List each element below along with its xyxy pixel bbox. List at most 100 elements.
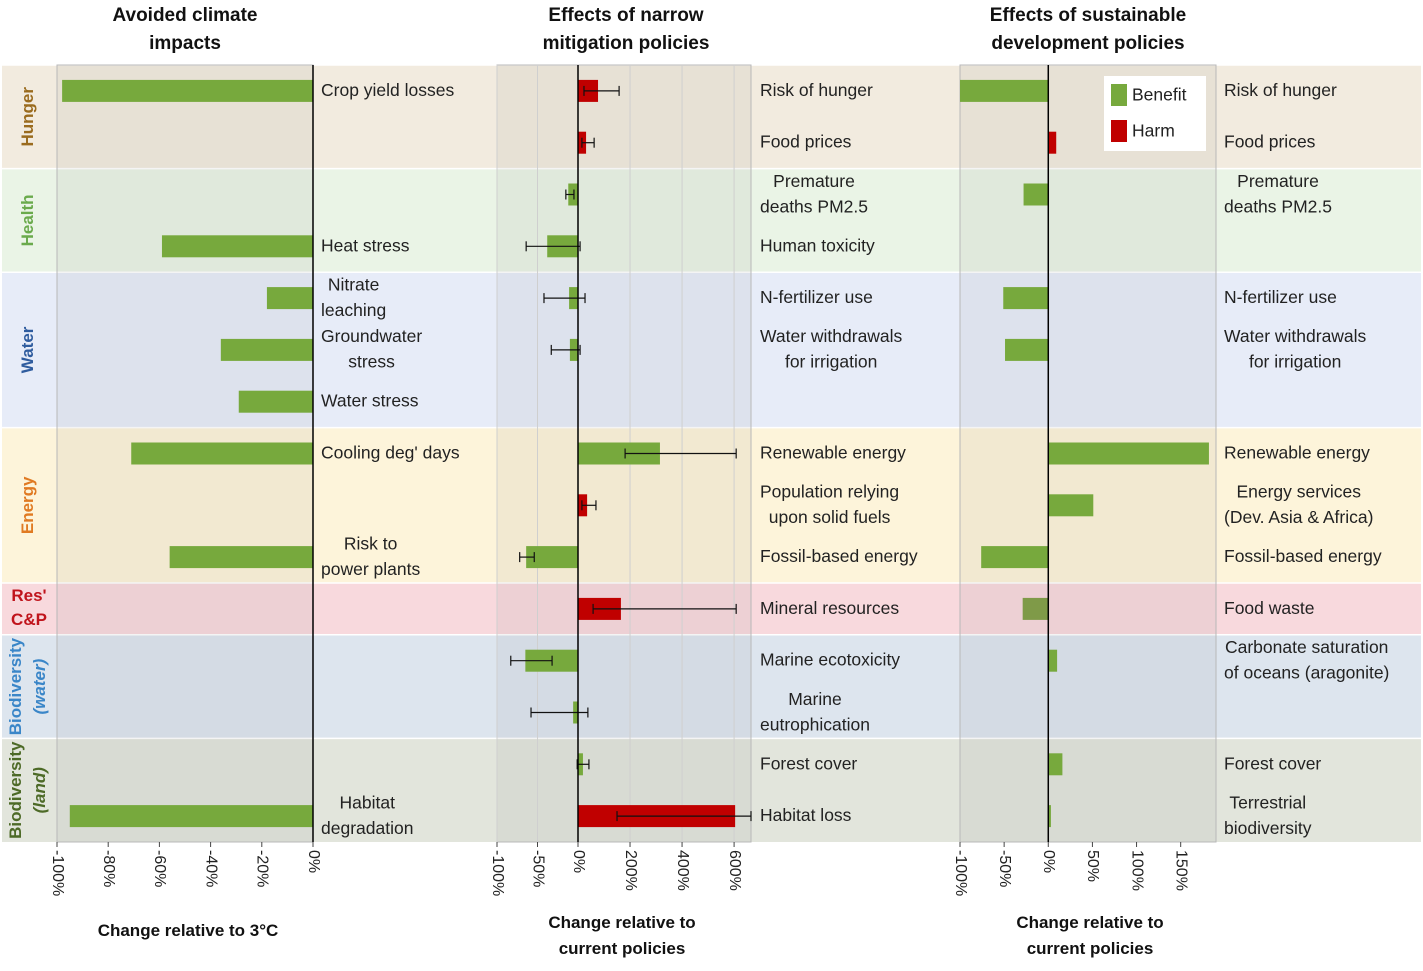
row-label: N-fertilizer use — [760, 287, 873, 307]
panel-title: Avoided climate impacts — [112, 5, 257, 54]
row-label: Habitat loss — [760, 805, 852, 825]
error-bar — [581, 137, 595, 148]
group-label: Res' C&P — [11, 586, 47, 629]
error-bar — [525, 241, 581, 252]
group-band — [2, 634, 1421, 739]
x-tick-label: -100% — [49, 850, 66, 896]
row-label: Risk to power plants — [321, 533, 420, 579]
x-tick-label: 100% — [1128, 850, 1145, 891]
x-tick-label: -100% — [489, 850, 506, 896]
legend-swatch — [1111, 84, 1127, 106]
row-label: Marine eutrophication — [760, 688, 870, 734]
bar — [526, 546, 578, 569]
group-label: Energy — [18, 476, 37, 534]
row-label: Human toxicity — [760, 235, 875, 255]
x-tick-label: 0% — [305, 850, 322, 873]
bar — [578, 442, 660, 465]
error-bar — [576, 759, 590, 770]
row-label: Food prices — [760, 131, 852, 151]
row-label: Habitat degradation — [321, 792, 413, 838]
bar — [960, 79, 1049, 102]
bar — [1022, 597, 1049, 620]
bar — [238, 390, 313, 413]
bar — [1048, 753, 1063, 776]
error-bar — [616, 811, 752, 822]
x-tick-label: -50% — [529, 850, 546, 887]
x-tick-label: 0% — [1040, 850, 1057, 873]
row-label: Groundwater stress — [321, 326, 422, 372]
legend-label: Harm — [1132, 121, 1175, 141]
error-bar — [519, 552, 535, 563]
bar — [266, 287, 313, 310]
error-bar — [510, 655, 553, 666]
bar — [62, 79, 314, 102]
row-label: N-fertilizer use — [1224, 287, 1337, 307]
error-bar — [592, 603, 737, 614]
error-bar — [581, 500, 597, 511]
x-tick-label: 200% — [622, 850, 639, 891]
x-tick-label: -20% — [254, 850, 271, 887]
row-label: Forest cover — [1224, 753, 1321, 773]
row-label: Water stress — [321, 390, 419, 410]
bar — [1048, 442, 1209, 465]
row-label: Carbonate saturation of oceans (aragonite… — [1224, 637, 1389, 683]
row-label: Food prices — [1224, 131, 1316, 151]
group-label: Biodiversity (water) — [6, 637, 49, 735]
x-tick-label: -80% — [100, 850, 117, 887]
x-tick-label: -100% — [952, 850, 969, 896]
row-label: Food waste — [1224, 598, 1314, 618]
row-label: Marine ecotoxicity — [760, 649, 900, 669]
row-label: Population relying upon solid fuels — [760, 481, 899, 527]
row-label: Water withdrawals for irrigation — [1224, 326, 1367, 372]
row-label: Nitrate leaching — [321, 274, 386, 320]
row-label: Renewable energy — [1224, 442, 1370, 462]
bar — [161, 235, 313, 258]
x-tick-label: -60% — [151, 850, 168, 887]
group-label: Health — [18, 194, 37, 246]
bar — [131, 442, 313, 465]
row-label: Premature deaths PM2.5 — [760, 170, 868, 216]
error-bar — [565, 189, 575, 200]
row-label: Water withdrawals for irrigation — [760, 326, 903, 372]
x-tick-label: 150% — [1172, 850, 1189, 891]
x-tick-label: -50% — [996, 850, 1013, 887]
bar — [220, 338, 313, 361]
row-label: Heat stress — [321, 235, 410, 255]
row-label: Fossil-based energy — [760, 546, 918, 566]
row-label: Terrestrial biodiversity — [1224, 792, 1312, 838]
legend-label: Benefit — [1132, 85, 1187, 105]
bar — [169, 546, 313, 569]
bar — [1005, 338, 1049, 361]
x-tick-label: 400% — [674, 850, 691, 891]
error-bar — [550, 344, 581, 355]
bar — [1048, 494, 1094, 517]
panel-title: Effects of narrow mitigation policies — [543, 5, 710, 54]
row-label: Crop yield losses — [321, 80, 454, 100]
panel-title: Effects of sustainable development polici… — [990, 5, 1186, 54]
row-label: Forest cover — [760, 753, 857, 773]
group-label: Water — [18, 326, 37, 373]
bar — [981, 546, 1049, 569]
row-label: Mineral resources — [760, 598, 899, 618]
bar — [1048, 131, 1057, 154]
row-label: Risk of hunger — [760, 80, 873, 100]
legend-swatch — [1111, 120, 1127, 142]
x-tick-label: 0% — [570, 850, 587, 873]
bar — [69, 805, 313, 828]
row-label: Fossil-based energy — [1224, 546, 1382, 566]
group-label: Biodiversity (land) — [6, 741, 49, 839]
row-label: Renewable energy — [760, 442, 906, 462]
x-axis-title: Change relative to 3°C — [98, 921, 279, 940]
bar — [1048, 805, 1051, 828]
group-label: Hunger — [18, 87, 37, 147]
error-bar — [583, 85, 620, 96]
bar — [1023, 183, 1049, 206]
x-tick-label: 50% — [1084, 850, 1101, 882]
row-label: Energy services (Dev. Asia & Africa) — [1224, 481, 1373, 527]
x-tick-label: -40% — [202, 850, 219, 887]
error-bar — [624, 448, 737, 459]
row-label: Cooling deg' days — [321, 442, 460, 462]
row-label: Risk of hunger — [1224, 80, 1337, 100]
row-label: Premature deaths PM2.5 — [1224, 170, 1332, 216]
